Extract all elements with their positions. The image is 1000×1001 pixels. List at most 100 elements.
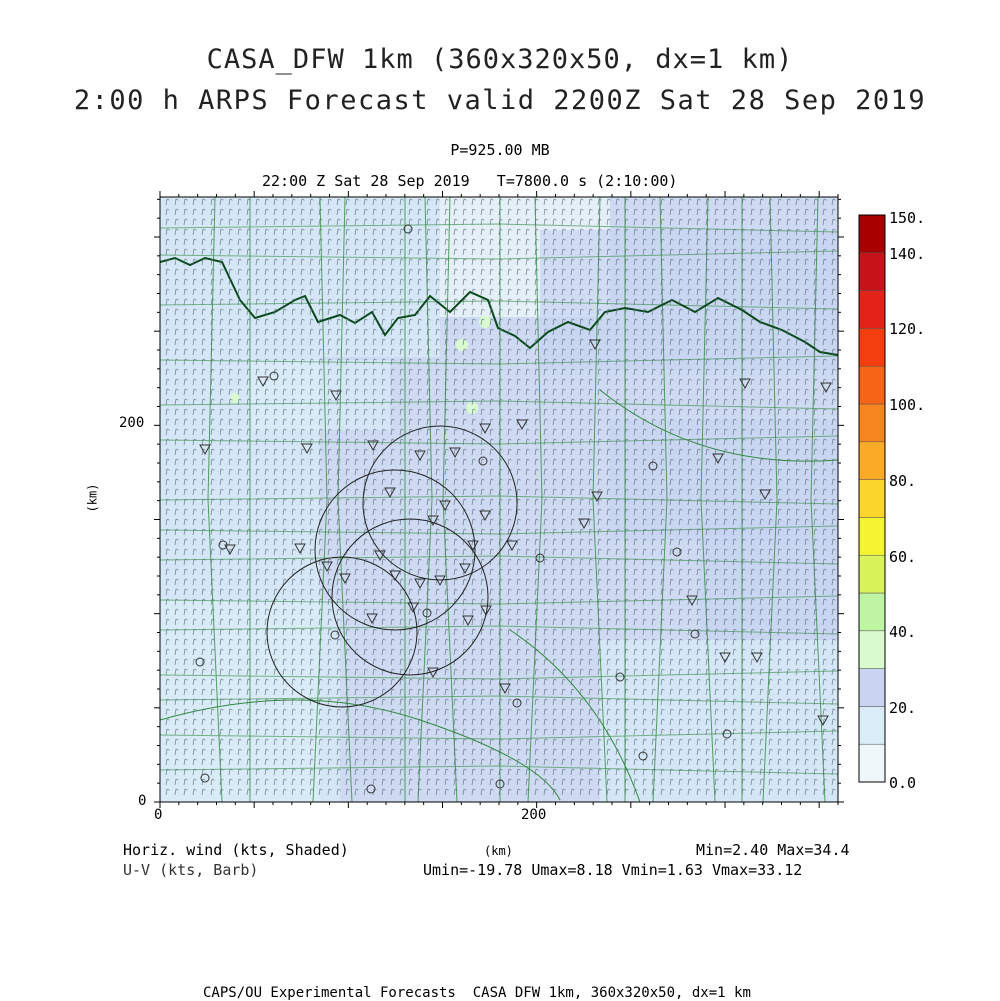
radar-ring bbox=[266, 556, 418, 708]
colorbar-swatch bbox=[858, 592, 886, 632]
station-triangle bbox=[330, 390, 342, 402]
station-triangle bbox=[414, 450, 426, 462]
station-triangle bbox=[719, 652, 731, 664]
county-line bbox=[312, 197, 328, 802]
station-triangle bbox=[739, 378, 751, 390]
colorbar-swatch bbox=[858, 214, 886, 254]
station-triangle bbox=[199, 444, 211, 456]
county-line bbox=[509, 629, 641, 802]
county-line bbox=[160, 495, 838, 505]
station-triangle bbox=[712, 453, 724, 465]
colorbar-label: 60. bbox=[889, 548, 917, 566]
station-circle bbox=[478, 456, 488, 466]
colorbar-swatch bbox=[858, 252, 886, 291]
station-triangle bbox=[751, 652, 763, 664]
colorbar-frame bbox=[858, 214, 886, 783]
title-line-1: CASA_DFW 1km (360x320x50, dx=1 km) bbox=[206, 44, 794, 75]
station-triangle bbox=[459, 563, 471, 575]
county-line bbox=[160, 555, 838, 565]
colorbar-swatch bbox=[858, 328, 886, 367]
red-river-boundary bbox=[160, 256, 838, 356]
barb-field bbox=[165, 198, 836, 796]
x-tick-0: 0 bbox=[154, 807, 163, 823]
colorbar-label: 100. bbox=[889, 396, 926, 414]
station-triangle bbox=[578, 518, 590, 530]
colorbar-swatch bbox=[858, 706, 886, 745]
station-circle bbox=[495, 779, 505, 789]
station-circle bbox=[615, 672, 625, 682]
station-triangle bbox=[257, 376, 269, 388]
axis-ticks bbox=[154, 191, 844, 808]
county-line bbox=[527, 197, 543, 802]
county-line bbox=[442, 197, 458, 802]
y-tick-200: 200 bbox=[119, 415, 145, 431]
station-triangle bbox=[589, 339, 601, 351]
station-circle bbox=[218, 540, 228, 550]
station-triangle bbox=[366, 613, 378, 625]
county-line bbox=[160, 435, 838, 445]
y-axis-label: (km) bbox=[85, 483, 100, 513]
wind-barbs bbox=[165, 198, 836, 796]
station-triangle bbox=[820, 382, 832, 394]
shade-spot bbox=[230, 393, 240, 403]
station-triangle bbox=[686, 595, 698, 607]
station-triangle bbox=[462, 615, 474, 627]
valid-time-label: 22:00 Z Sat 28 Sep 2019 T=7800.0 s (2:10… bbox=[262, 172, 678, 190]
colorbar-swatch bbox=[858, 441, 886, 480]
radar-range-rings bbox=[266, 425, 518, 708]
colorbar bbox=[858, 214, 886, 783]
colorbar-label: 120. bbox=[889, 320, 926, 338]
station-circle bbox=[200, 773, 210, 783]
county-line bbox=[160, 699, 561, 801]
station-triangle bbox=[479, 423, 491, 435]
station-triangle bbox=[516, 419, 528, 431]
colorbar-label: 40. bbox=[889, 623, 917, 641]
station-triangle bbox=[339, 573, 351, 585]
station-triangle bbox=[321, 561, 333, 573]
station-circle bbox=[403, 224, 413, 234]
colorbar-swatch bbox=[858, 517, 886, 556]
station-circle bbox=[269, 371, 279, 381]
station-triangle bbox=[591, 491, 603, 503]
station-circle bbox=[195, 657, 205, 667]
radar-ring bbox=[331, 518, 489, 676]
station-triangle bbox=[759, 489, 771, 501]
station-triangle bbox=[384, 487, 396, 499]
station-markers bbox=[195, 224, 832, 794]
station-circle bbox=[648, 461, 658, 471]
min-max-values: Min=2.40 Max=34.4 bbox=[696, 841, 850, 859]
station-circle bbox=[672, 547, 682, 557]
station-triangle bbox=[499, 683, 511, 695]
station-triangle bbox=[427, 515, 439, 527]
county-line bbox=[762, 197, 778, 802]
colorbar-swatch bbox=[858, 403, 886, 443]
colorbar-swatch bbox=[858, 668, 886, 707]
station-triangle bbox=[817, 715, 829, 727]
shade-patch bbox=[600, 640, 838, 802]
y-tick-0: 0 bbox=[138, 793, 147, 809]
colorbar-label: 0.0 bbox=[889, 774, 917, 792]
colorbar-swatch bbox=[858, 365, 886, 405]
station-triangle bbox=[480, 605, 492, 617]
shade-spot bbox=[466, 402, 478, 414]
station-circle bbox=[366, 784, 376, 794]
station-circle bbox=[512, 698, 522, 708]
colorbar-swatch bbox=[858, 743, 886, 783]
county-line bbox=[160, 525, 838, 535]
colorbar-label: 80. bbox=[889, 472, 917, 490]
county-line bbox=[160, 625, 838, 635]
station-triangle bbox=[294, 543, 306, 555]
station-triangle bbox=[301, 443, 313, 455]
station-triangle bbox=[467, 540, 479, 552]
county-line bbox=[810, 197, 826, 802]
colorbar-swatch bbox=[858, 554, 886, 594]
colorbar-swatch bbox=[858, 479, 886, 518]
county-line bbox=[160, 695, 838, 705]
colorbar-swatch bbox=[858, 290, 886, 329]
colorbar-label: 150. bbox=[889, 209, 926, 227]
station-circle bbox=[422, 608, 432, 618]
pressure-level: P=925.00 MB bbox=[450, 141, 550, 159]
footer-credit: CAPS/OU Experimental Forecasts CASA DFW … bbox=[203, 985, 751, 1001]
station-triangle bbox=[439, 500, 451, 512]
